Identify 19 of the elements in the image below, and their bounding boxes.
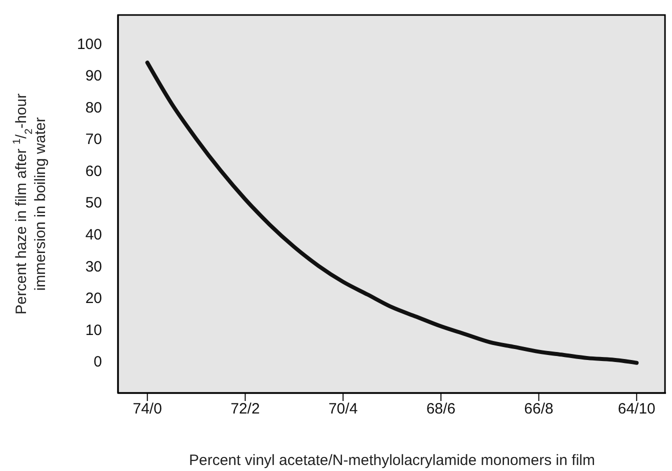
y-tick-label: 100 [76,36,102,53]
y-tick-label: 80 [85,99,102,116]
y-tick-label: 40 [85,226,102,244]
x-tick-label: 68/6 [426,400,456,418]
y-tick-label: 90 [85,68,102,85]
y-tick-label: 20 [85,290,102,308]
y-tick-label: 10 [85,322,102,339]
y-tick-label: 0 [94,354,102,371]
line-series [145,60,639,365]
x-tick-label: 70/4 [328,400,358,418]
y-tick-label: 70 [85,131,102,148]
x-tick-label: 72/2 [230,400,260,418]
x-tick-label: 64/10 [618,400,656,418]
x-axis-title: Percent vinyl acetate/N-methylolacrylamide monomers in film [189,452,595,469]
x-tick-label: 66/8 [524,400,554,418]
y-tick-label: 60 [85,162,102,180]
y-tick-label: 30 [85,258,102,276]
x-tick-label: 74/0 [132,400,162,418]
y-tick-label: 50 [85,194,102,212]
